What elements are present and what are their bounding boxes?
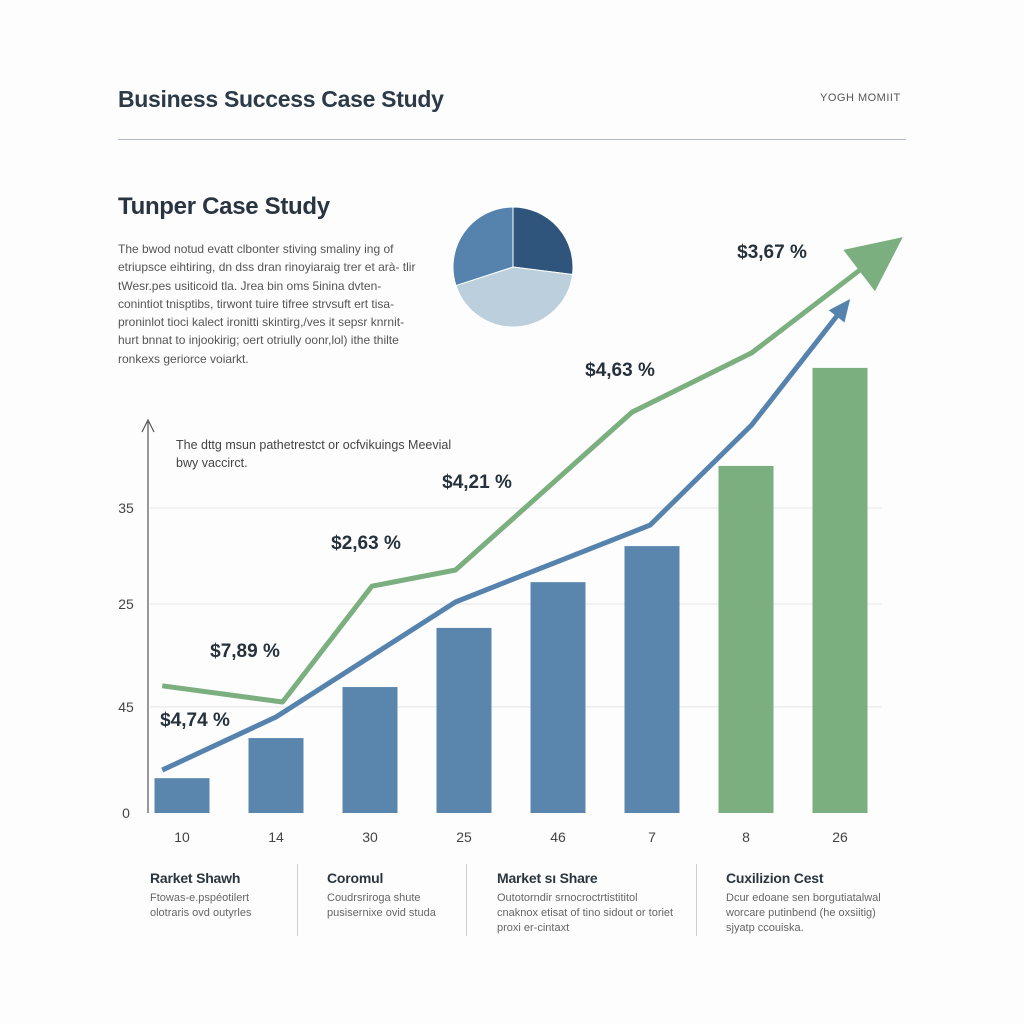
x-tick-label: 46 <box>550 829 566 845</box>
footer-text: Outotorndir srnocroctrtistititol cnaknox… <box>497 892 674 934</box>
bars: 10 14 30 25 46 7 8 26 <box>154 367 868 845</box>
intro-paragraph: The bwod notud evatt clbonter stiving sm… <box>118 242 416 366</box>
footer-text: Ftowas-e.pspéotilert olotraris ovd outyr… <box>150 892 252 919</box>
footer-divider <box>696 864 697 936</box>
x-tick-label: 25 <box>456 829 472 845</box>
x-tick-label: 14 <box>268 829 284 845</box>
pie-slice-dark <box>512 206 574 276</box>
brand-label: YOGH MOMIIT <box>820 92 901 104</box>
trend-lines <box>161 237 903 773</box>
case-study-heading: Tunper Case Study <box>118 193 330 220</box>
data-labels: $4,74 % $7,89 % $2,63 % $4,21 % $4,63 % $3,67… <box>160 242 807 731</box>
x-tick-label: 10 <box>174 829 190 845</box>
x-tick-label: 26 <box>832 829 848 845</box>
y-tick-label: 35 <box>118 500 134 516</box>
bar <box>154 778 210 813</box>
y-tick-label: 25 <box>118 596 134 612</box>
footer-item: Market sı Share Outotorndir srnocroctrti… <box>497 870 677 936</box>
bar <box>248 738 304 813</box>
y-tick-label: 45 <box>118 699 134 715</box>
data-label: $4,21 % <box>442 472 512 493</box>
footer-heading: Coromul <box>327 870 384 886</box>
bar <box>624 546 680 813</box>
blue-trend-arrow-icon <box>828 299 851 323</box>
chart-note: The dttg msun pathetrestct or ocfvikuing… <box>176 438 452 470</box>
data-label: $4,63 % <box>585 360 655 381</box>
footer-item: Cuxilizion Cest Dcur edoane sen borgutia… <box>726 870 901 936</box>
bar <box>342 687 398 813</box>
data-label: $2,63 % <box>331 533 401 554</box>
bar <box>530 582 586 813</box>
data-label: $4,74 % <box>160 710 230 731</box>
footer-heading: Rarket Shawh <box>150 870 241 886</box>
footer-divider <box>466 864 467 936</box>
footer-divider <box>297 864 298 936</box>
footer-heading: Cuxilizion Cest <box>726 870 824 886</box>
page-title: Business Success Case Study <box>118 86 444 112</box>
footer-item: Coromul Coudrsriroga shute pusisernixe o… <box>327 870 467 921</box>
footer-heading: Market sı Share <box>497 870 598 886</box>
x-tick-label: 8 <box>742 829 750 845</box>
pie-chart <box>452 206 574 328</box>
pie-slice-light <box>455 266 574 328</box>
blue-trend-line <box>161 310 842 773</box>
bar <box>436 627 492 813</box>
footer-text: Coudrsriroga shute pusisernixe ovid stud… <box>327 892 436 919</box>
bar <box>812 367 868 813</box>
footer-text: Dcur edoane sen borgutiatalwal worcare p… <box>726 892 881 934</box>
y-tick-label: 0 <box>122 805 130 821</box>
bar <box>718 465 774 813</box>
green-trend-arrow-icon <box>843 237 903 292</box>
footer-item: Rarket Shawh Ftowas-e.pspéotilert olotra… <box>150 870 290 921</box>
y-axis <box>141 418 155 813</box>
x-tick-label: 30 <box>362 829 378 845</box>
pie-slice-medium <box>452 206 514 287</box>
data-label: $7,89 % <box>210 641 280 662</box>
green-trend-line <box>161 260 872 705</box>
header-divider <box>118 139 906 140</box>
data-label: $3,67 % <box>737 242 807 263</box>
y-axis-arrow-icon <box>141 418 155 433</box>
x-tick-label: 7 <box>648 829 656 845</box>
